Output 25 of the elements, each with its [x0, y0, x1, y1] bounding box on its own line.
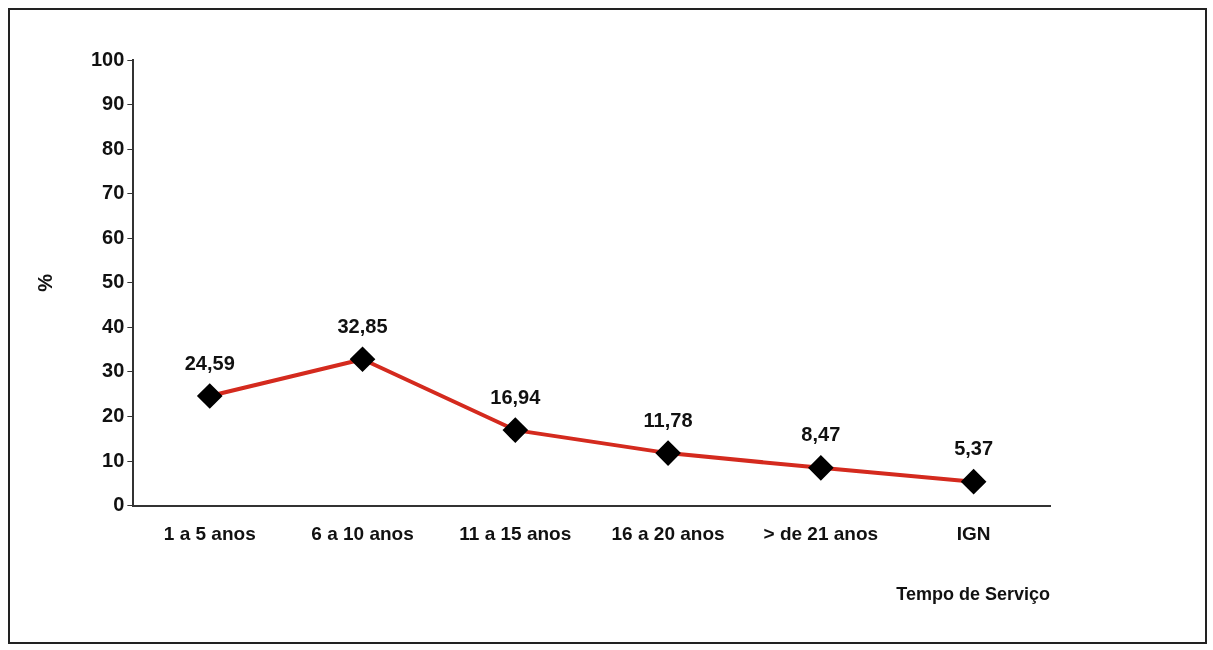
y-tick-label: 50	[102, 270, 125, 293]
y-tick-label: 60	[102, 225, 125, 248]
x-tick-label: 1 a 5 anos	[163, 523, 256, 545]
data-label: 16,94	[490, 385, 542, 408]
x-tick-label: > de 21 anos	[763, 523, 879, 545]
y-axis-title: %	[33, 273, 56, 292]
y-tick-label: 0	[113, 493, 125, 516]
y-tick-label: 80	[102, 136, 125, 159]
data-label: 11,78	[643, 408, 693, 431]
x-tick-label: 6 a 10 anos	[311, 523, 414, 545]
x-tick-label: 11 a 15 anos	[459, 523, 572, 545]
x-tick-label: IGN	[956, 523, 991, 545]
y-tick-label: 90	[102, 92, 125, 115]
data-label: 5,37	[954, 437, 994, 460]
x-tick-label: 16 a 20 anos	[611, 523, 725, 545]
y-tick-label: 20	[102, 404, 125, 426]
data-label: 8,47	[801, 423, 841, 446]
y-tick-label: 40	[102, 314, 125, 337]
y-tick-label: 70	[102, 181, 125, 204]
y-tick-label: 10	[102, 448, 125, 471]
data-label: 24,59	[184, 351, 235, 374]
y-tick-label: 30	[102, 359, 125, 382]
y-tick-label: 100	[90, 47, 125, 70]
data-label: 32,85	[337, 314, 388, 337]
x-axis-title: Tempo de Serviço	[896, 584, 1050, 605]
